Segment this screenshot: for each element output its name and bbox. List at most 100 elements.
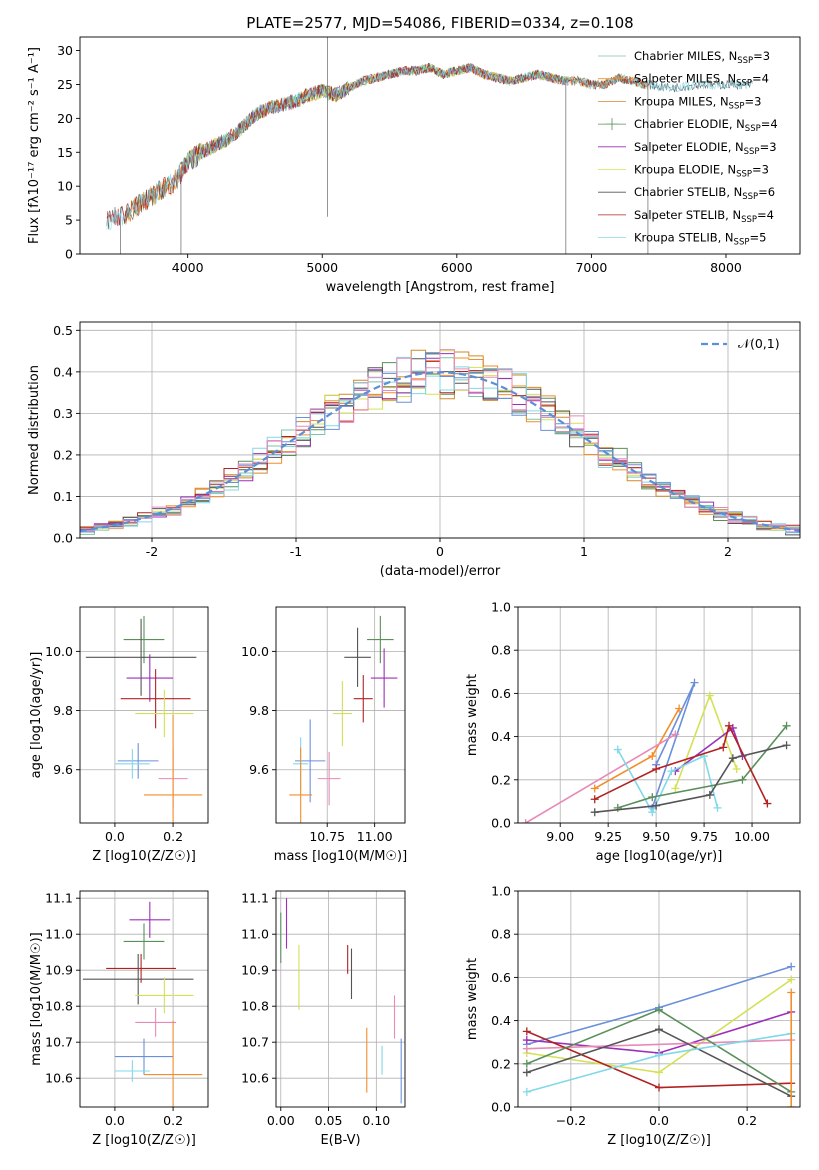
age_vs_mass-ytick-label: 9.6 — [249, 762, 269, 777]
spectrum-legend-label: Kroupa MILES, NSSP=3 — [634, 94, 761, 111]
spectrum-ytick-label: 30 — [57, 43, 73, 58]
mass_weight_vs_age-point-marker — [521, 819, 530, 823]
mass_weight_vs_age-xtick-label: 9.50 — [642, 829, 670, 844]
age_vs_mass-plot-area — [289, 615, 398, 823]
mass_weight_vs_Z-xtick-label: −0.2 — [556, 1113, 586, 1128]
age_vs_Z-ytick-label: 9.6 — [53, 762, 73, 777]
age_vs_mass-xlabel: mass [log10(M/M☉)] — [274, 849, 407, 864]
mass_weight_vs_Z-point-marker — [522, 1059, 531, 1068]
spectrum-xtick-label: 7000 — [575, 260, 607, 275]
spectrum-xlabel: wavelength [Angstrom, rest frame] — [326, 280, 555, 295]
mass_weight_vs_age-xtick-label: 10.00 — [734, 829, 770, 844]
figure-title: PLATE=2577, MJD=54086, FIBERID=0334, z=0… — [246, 14, 633, 32]
mass_vs_ebv-frame — [275, 890, 406, 1108]
mass_weight_vs_age-point-marker — [671, 730, 680, 739]
spectrum-ytick-label: 25 — [57, 77, 73, 92]
mass_weight_vs_age-plot-area — [521, 678, 791, 823]
residuals-ytick-label: 0.0 — [53, 531, 73, 546]
residuals-ytick-label: 0.3 — [53, 406, 73, 421]
age_vs_mass-frame — [275, 606, 406, 824]
mass_weight_vs_age-xlabel: age [log10(age/yr)] — [596, 849, 723, 864]
plot-layer: 4000 5000 6000 7000 8000051015202530waveleng… — [27, 36, 801, 1148]
mass_weight_vs_Z-xtick-label: 0.0 — [649, 1113, 669, 1128]
spectrum-series-line — [125, 63, 648, 222]
mass_vs_Z-ytick-label: 11.0 — [45, 927, 73, 942]
residuals-plot-area — [80, 349, 800, 536]
legend-subscript: SSP — [736, 79, 752, 89]
spectrum-ytick-label: 20 — [57, 111, 73, 126]
mass_weight_vs_age-point-marker — [713, 803, 722, 812]
age_vs_Z-ytick-label: 9.8 — [53, 703, 73, 718]
age_vs_mass-ytick-label: 9.8 — [249, 703, 269, 718]
mass_vs_Z-frame — [79, 890, 209, 1108]
mass_weight_vs_age-xtick-label: 9.00 — [546, 829, 574, 844]
mass_weight_vs_age-ytick-label: 0.6 — [491, 686, 511, 701]
mass_weight_vs_age-series-line — [525, 733, 676, 823]
spectrum-xtick-label: 5000 — [306, 260, 338, 275]
spectrum-legend-label: Chabrier ELODIE, NSSP=4 — [634, 117, 778, 134]
mass_weight_vs_Z-point-marker — [655, 1068, 663, 1077]
spectrum-plot-area — [106, 37, 754, 254]
mass_weight_vs_age-point-marker — [648, 793, 657, 802]
residuals-ylabel: Normed distribution — [27, 365, 42, 495]
mass_vs_ebv-xtick-label: 0.05 — [315, 1113, 343, 1128]
mass_vs_ebv-ytick-label: 10.6 — [241, 1071, 269, 1086]
mass_weight_vs_age-frame — [517, 606, 801, 824]
spectrum-xtick-label: 6000 — [441, 260, 473, 275]
mass_weight_vs_Z-point-marker — [522, 1087, 531, 1096]
age_vs_Z-xlabel: Z [log10(Z/Z☉)] — [92, 849, 196, 864]
age_vs_Z-frame — [79, 606, 209, 824]
legend-subscript: SSP — [745, 124, 761, 134]
legend-suffix: =5 — [749, 231, 766, 245]
mass_weight_vs_age-point-marker — [675, 704, 684, 713]
legend-suffix: =3 — [753, 49, 770, 63]
legend-subscript: SSP — [742, 192, 758, 202]
age_vs_Z-xtick-label: 0.2 — [163, 829, 183, 844]
residuals-ytick-label: 0.5 — [53, 323, 73, 338]
mass_weight_vs_Z-ytick-label: 0.4 — [491, 1013, 511, 1028]
age_vs_Z-ytick-label: 10.0 — [45, 644, 73, 659]
legend-suffix: =4 — [752, 72, 769, 86]
mass_vs_Z-plot-area — [82, 901, 203, 1107]
mass_weight_vs_age-series-line — [617, 725, 788, 809]
legend-suffix: =4 — [757, 208, 774, 222]
age_vs_mass-xtick-label: 10.75 — [309, 829, 345, 844]
mass_vs_ebv-ytick-label: 10.7 — [241, 1035, 269, 1050]
mass_weight_vs_Z-point-marker — [787, 988, 796, 997]
mass_weight_vs_Z-ytick-label: 0.2 — [491, 1056, 511, 1071]
legend-subscript: SSP — [737, 56, 753, 66]
normal-curve — [80, 371, 800, 532]
spectrum-series-line — [106, 62, 649, 227]
spectrum-frame — [79, 36, 801, 255]
spectrum-legend-marker — [606, 118, 618, 131]
legend-suffix: =4 — [761, 117, 778, 131]
spectrum-legend-label: Salpeter STELIB, NSSP=4 — [634, 208, 774, 225]
mass_weight_vs_age-ylabel: mass weight — [465, 674, 480, 756]
spectrum-legend-label: Chabrier MILES, NSSP=3 — [634, 49, 770, 66]
mass_vs_Z-ytick-label: 10.6 — [45, 1071, 73, 1086]
mass_vs_Z-ytick-label: 11.1 — [45, 891, 73, 906]
legend-suffix: =3 — [744, 94, 761, 108]
age_vs_mass-xtick-label: 11.00 — [357, 829, 393, 844]
legend-subscript: SSP — [729, 101, 745, 111]
mass_vs_Z-ytick-label: 10.9 — [45, 963, 73, 978]
spectrum-legend-label: Salpeter MILES, NSSP=4 — [634, 72, 769, 89]
age_vs_Z-ylabel: age [log10(age/yr)] — [29, 652, 44, 779]
mass_weight_vs_age-point-marker — [613, 745, 622, 754]
mass_weight_vs_age-xtick-label: 9.75 — [690, 829, 718, 844]
mass_weight_vs_age-point-marker — [782, 721, 791, 730]
histogram-series — [80, 349, 800, 531]
mass_weight_vs_age-panel: 9.00 9.25 9.50 9.75 10.00 0.0 0.2 0.4 0.6 0.8 1.0 a… — [465, 600, 801, 864]
mass_weight_vs_Z-point-marker — [522, 1027, 531, 1036]
legend-suffix: =3 — [752, 163, 769, 177]
age_vs_mass-ytick-label: 10.0 — [241, 644, 269, 659]
mass_weight_vs_Z-point-marker — [655, 1005, 663, 1014]
mass_vs_ebv-xlabel: E(B-V) — [320, 1133, 360, 1148]
mass_weight_vs_Z-point-marker — [522, 1036, 531, 1045]
residuals-ytick-label: 0.4 — [53, 364, 73, 379]
mass_weight_vs_Z-ytick-label: 1.0 — [491, 884, 511, 899]
mass_weight_vs_Z-point-marker — [655, 1051, 663, 1060]
spectrum-legend-label: Kroupa ELODIE, NSSP=3 — [634, 163, 769, 180]
residuals-ytick-label: 0.2 — [53, 447, 73, 462]
mass_weight_vs_age-point-marker — [652, 765, 661, 773]
